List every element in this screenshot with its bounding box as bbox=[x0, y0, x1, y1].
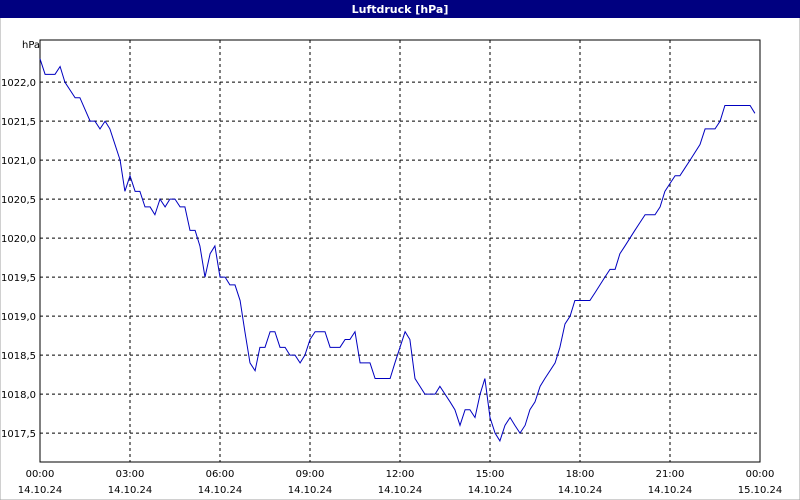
x-tick-line: 21:00 bbox=[656, 469, 685, 480]
x-tick-line: 14.10.24 bbox=[648, 485, 693, 496]
x-tick-line: 09:00 bbox=[296, 469, 325, 480]
x-tick-line: 14.10.24 bbox=[198, 485, 243, 496]
x-tick-line: 00:00 bbox=[26, 469, 55, 480]
x-tick-line: 03:00 bbox=[116, 469, 145, 480]
chart-title: Luftdruck [hPa] bbox=[352, 3, 449, 16]
y-tick-label: 1019,0 bbox=[1, 312, 36, 323]
x-tick-line: 14.10.24 bbox=[108, 485, 153, 496]
x-tick-label: 15:00 14.10.24 bbox=[468, 469, 513, 496]
x-tick-line: 15.10.24 bbox=[738, 485, 783, 496]
y-tick-label: 1017,5 bbox=[1, 429, 36, 440]
x-tick-label: 21:00 14.10.24 bbox=[648, 469, 693, 496]
y-tick-label: 1021,0 bbox=[1, 156, 36, 167]
y-axis-label: hPa bbox=[22, 40, 40, 51]
x-tick-line: 06:00 bbox=[206, 469, 235, 480]
y-tick-label: 1021,5 bbox=[1, 117, 36, 128]
y-tick-label: 1022,0 bbox=[1, 78, 36, 89]
x-tick-label: 03:00 14.10.24 bbox=[108, 469, 153, 496]
line-series bbox=[39, 58, 756, 443]
y-tick-label: 1020,0 bbox=[1, 234, 36, 245]
y-tick-label: 1018,0 bbox=[1, 390, 36, 401]
x-tick-label: 09:00 14.10.24 bbox=[288, 469, 333, 496]
x-tick-label: 12:00 14.10.24 bbox=[378, 469, 423, 496]
y-tick-label: 1019,5 bbox=[1, 273, 36, 284]
x-tick-label: 06:00 14.10.24 bbox=[198, 469, 243, 496]
x-tick-line: 14.10.24 bbox=[18, 485, 63, 496]
x-tick-line: 00:00 bbox=[746, 469, 775, 480]
x-tick-line: 14.10.24 bbox=[468, 485, 513, 496]
y-tick-label: 1020,5 bbox=[1, 195, 36, 206]
x-tick-line: 15:00 bbox=[476, 469, 505, 480]
x-tick-label: 00:00 14.10.24 bbox=[18, 469, 63, 496]
x-tick-line: 14.10.24 bbox=[378, 485, 423, 496]
x-tick-line: 14.10.24 bbox=[558, 485, 603, 496]
title-bar bbox=[0, 0, 800, 18]
x-tick-label: 00:00 15.10.24 bbox=[738, 469, 783, 496]
x-tick-line: 18:00 bbox=[566, 469, 595, 480]
x-tick-line: 14.10.24 bbox=[288, 485, 333, 496]
x-tick-label: 18:00 14.10.24 bbox=[558, 469, 603, 496]
y-tick-label: 1018,5 bbox=[1, 351, 36, 362]
x-tick-line: 12:00 bbox=[386, 469, 415, 480]
